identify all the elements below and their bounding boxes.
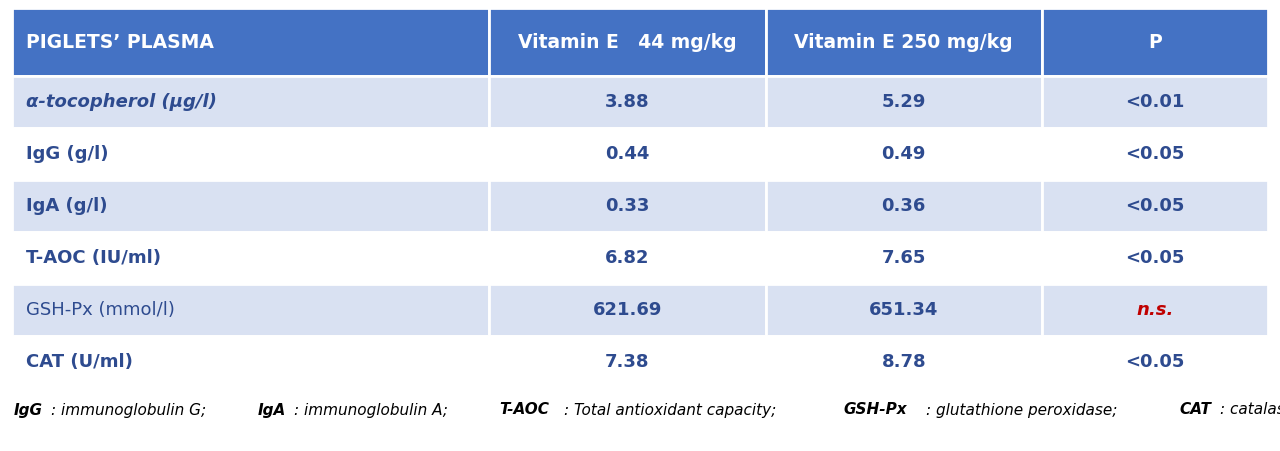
Bar: [1042, 336, 1268, 388]
Bar: [12, 232, 489, 284]
Text: : Total antioxidant capacity;: : Total antioxidant capacity;: [563, 402, 781, 418]
Bar: [489, 76, 765, 128]
Bar: [1042, 128, 1268, 180]
Bar: [489, 180, 765, 232]
Text: α-tocopherol (μg/l): α-tocopherol (μg/l): [26, 93, 216, 111]
Bar: [765, 284, 1042, 336]
Text: 0.44: 0.44: [605, 145, 650, 163]
Text: : immunoglobulin A;: : immunoglobulin A;: [294, 402, 453, 418]
Text: 651.34: 651.34: [869, 301, 938, 319]
Text: : immunoglobulin G;: : immunoglobulin G;: [51, 402, 211, 418]
Text: GSH-Px: GSH-Px: [844, 402, 908, 418]
Text: Vitamin E 250 mg/kg: Vitamin E 250 mg/kg: [795, 32, 1012, 51]
Bar: [489, 128, 765, 180]
Text: T-AOC: T-AOC: [499, 402, 549, 418]
Text: GSH-Px (mmol/l): GSH-Px (mmol/l): [26, 301, 175, 319]
Text: PIGLETS’ PLASMA: PIGLETS’ PLASMA: [26, 32, 214, 51]
Bar: [12, 180, 489, 232]
Text: 3.88: 3.88: [605, 93, 650, 111]
Text: CAT (U/ml): CAT (U/ml): [26, 353, 133, 371]
Bar: [1042, 284, 1268, 336]
Text: <0.05: <0.05: [1125, 145, 1185, 163]
Bar: [489, 284, 765, 336]
Text: <0.05: <0.05: [1125, 249, 1185, 267]
Text: 0.49: 0.49: [882, 145, 925, 163]
Bar: [489, 232, 765, 284]
Bar: [1042, 76, 1268, 128]
Text: 5.29: 5.29: [882, 93, 925, 111]
Bar: [765, 180, 1042, 232]
Text: n.s.: n.s.: [1137, 301, 1174, 319]
Text: 6.82: 6.82: [605, 249, 650, 267]
Bar: [1042, 8, 1268, 76]
Text: IgG: IgG: [14, 402, 44, 418]
Bar: [765, 8, 1042, 76]
Bar: [765, 336, 1042, 388]
Bar: [765, 76, 1042, 128]
Bar: [489, 336, 765, 388]
Text: Vitamin E   44 mg/kg: Vitamin E 44 mg/kg: [518, 32, 737, 51]
Bar: [12, 76, 489, 128]
Text: 7.38: 7.38: [605, 353, 650, 371]
Bar: [12, 284, 489, 336]
Text: <0.05: <0.05: [1125, 197, 1185, 215]
Text: 0.36: 0.36: [882, 197, 925, 215]
Bar: [765, 232, 1042, 284]
Text: CAT: CAT: [1179, 402, 1211, 418]
Text: <0.01: <0.01: [1125, 93, 1185, 111]
Text: IgA (g/l): IgA (g/l): [26, 197, 108, 215]
Text: IgA: IgA: [257, 402, 287, 418]
Bar: [12, 128, 489, 180]
Text: 7.65: 7.65: [882, 249, 925, 267]
Text: T-AOC (IU/ml): T-AOC (IU/ml): [26, 249, 161, 267]
Bar: [489, 8, 765, 76]
Bar: [1042, 232, 1268, 284]
Text: 0.33: 0.33: [605, 197, 650, 215]
Text: P: P: [1148, 32, 1162, 51]
Bar: [1042, 180, 1268, 232]
Bar: [12, 336, 489, 388]
Text: IgG (g/l): IgG (g/l): [26, 145, 109, 163]
Text: <0.05: <0.05: [1125, 353, 1185, 371]
Bar: [765, 128, 1042, 180]
Text: : catalase: : catalase: [1220, 402, 1280, 418]
Bar: [12, 8, 489, 76]
Text: 8.78: 8.78: [882, 353, 925, 371]
Text: : glutathione peroxidase;: : glutathione peroxidase;: [925, 402, 1123, 418]
Text: 621.69: 621.69: [593, 301, 662, 319]
